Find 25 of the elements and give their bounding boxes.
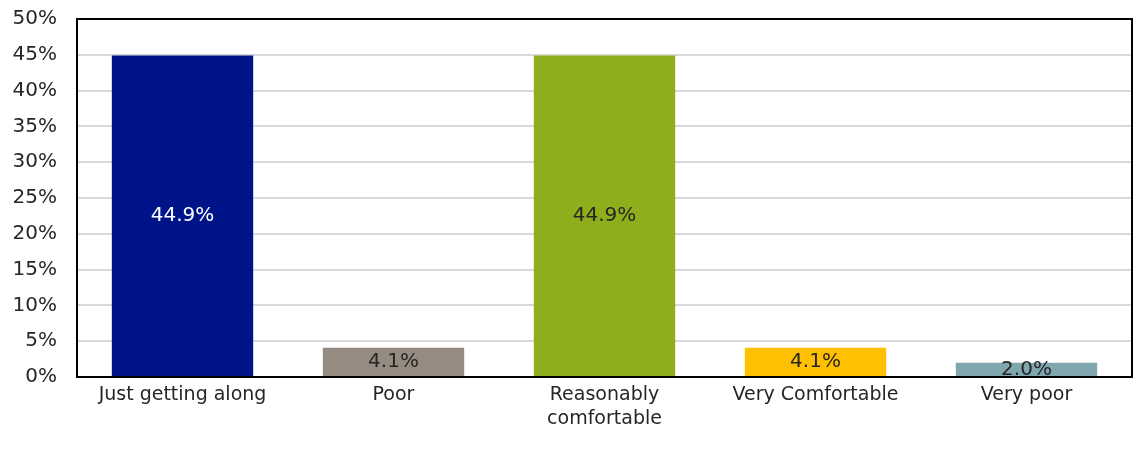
x-tick-label: Very Comfortable: [732, 381, 899, 404]
bar: [322, 347, 465, 376]
x-tick-label: Just getting along: [97, 381, 267, 404]
y-tick-label: 10%: [12, 291, 57, 316]
bar: [111, 55, 254, 376]
y-tick-label: 50%: [12, 5, 57, 30]
x-tick-label: Reasonably comfortable: [547, 381, 662, 428]
y-tick-label: 35%: [12, 112, 57, 137]
bar: [744, 347, 887, 376]
y-tick-label: 30%: [12, 148, 57, 173]
x-tick-label: Poor: [372, 381, 415, 404]
data-label: 44.9%: [572, 201, 637, 226]
data-label: 4.1%: [368, 348, 419, 373]
data-label: 2.0%: [1001, 355, 1052, 380]
y-tick-label: 15%: [12, 255, 57, 280]
y-tick-label: 45%: [12, 41, 57, 65]
y-tick-label: 5%: [25, 327, 57, 352]
data-label: 4.1%: [790, 348, 841, 373]
bar: [533, 55, 676, 376]
data-label: 44.9%: [150, 201, 215, 226]
y-tick-label: 20%: [12, 220, 57, 244]
y-tick-label: 40%: [12, 76, 57, 101]
x-tick-label: Very poor: [980, 381, 1073, 404]
y-tick-label: 25%: [12, 184, 57, 209]
y-tick-label: 0%: [25, 363, 57, 388]
